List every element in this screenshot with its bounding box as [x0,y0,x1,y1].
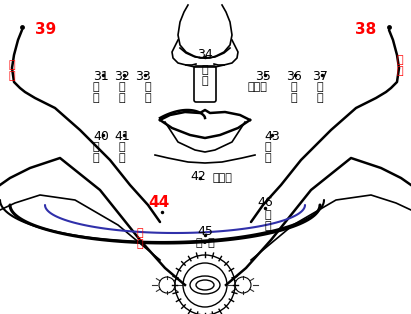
Text: 34: 34 [197,48,213,61]
Text: 自
害: 自 害 [265,210,271,231]
Text: 水
厄: 水 厄 [93,142,99,163]
Text: 自
尽: 自 尽 [93,82,99,103]
Text: 妒
忌: 妒 忌 [119,82,125,103]
Text: 40: 40 [93,130,109,143]
Text: 大
贵: 大 贵 [137,228,143,249]
Text: 敌
夫: 敌 夫 [396,55,403,76]
Text: 杀四子: 杀四子 [247,82,267,92]
Text: 妨
郷: 妨 郷 [265,142,271,163]
Text: 38: 38 [355,22,376,37]
Text: 杀•夫: 杀•夫 [195,238,215,248]
Text: 疾
苦: 疾 苦 [119,142,125,163]
Text: 少田宅: 少田宅 [212,173,232,183]
Text: 44: 44 [148,195,169,210]
Text: 口
舌: 口 舌 [291,82,297,103]
Text: 聴
明: 聴 明 [8,60,15,81]
Text: 双
生: 双 生 [202,65,208,86]
Text: 39: 39 [35,22,56,37]
Text: 46: 46 [257,196,273,209]
Text: 33: 33 [135,70,151,83]
Text: 水
厄: 水 厄 [145,82,151,103]
Text: 32: 32 [114,70,130,83]
Text: 35: 35 [255,70,271,83]
Text: 妨
夫: 妨 夫 [317,82,323,103]
FancyBboxPatch shape [194,66,216,102]
Text: 37: 37 [312,70,328,83]
Text: 45: 45 [197,225,213,238]
Text: 43: 43 [264,130,280,143]
Text: 31: 31 [93,70,109,83]
Text: 41: 41 [114,130,130,143]
Text: 36: 36 [286,70,302,83]
Text: 42: 42 [190,170,206,183]
